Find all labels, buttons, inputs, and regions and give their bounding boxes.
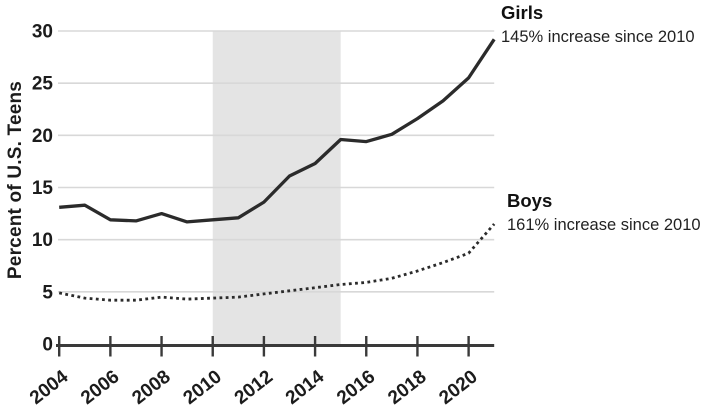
girls-annotation: Girls 145% increase since 2010 (501, 2, 695, 47)
y-tick-label-5: 5 (42, 282, 53, 303)
girls-series-label: Girls (501, 2, 544, 23)
x-tick-label-2016: 2016 (333, 366, 379, 408)
boys-annotation: Boys 161% increase since 2010 (507, 190, 701, 235)
y-tick-label-0: 0 (42, 335, 53, 356)
girls-increase-note: 145% increase since 2010 (501, 28, 695, 46)
x-tick-label-2004: 2004 (26, 366, 73, 408)
x-tick-label-2006: 2006 (77, 366, 123, 408)
y-tick-label-25: 25 (32, 74, 54, 95)
x-tick-label-2010: 2010 (180, 366, 226, 408)
boys-series-label: Boys (507, 190, 553, 211)
x-tick-label-2018: 2018 (384, 366, 430, 408)
x-tick-label-2020: 2020 (435, 366, 481, 408)
y-tick-label-20: 20 (32, 126, 53, 147)
girls-line (59, 38, 496, 224)
boys-increase-note: 161% increase since 2010 (507, 216, 701, 234)
boys-line (58, 223, 496, 302)
x-tick-label-2012: 2012 (231, 366, 277, 408)
y-tick-label-30: 30 (32, 22, 53, 43)
x-tick-label-2014: 2014 (282, 366, 329, 408)
y-tick-label-10: 10 (32, 230, 53, 251)
y-axis-title: Percent of U.S. Teens (5, 80, 26, 280)
y-tick-label-15: 15 (32, 178, 54, 199)
x-tick-label-2008: 2008 (128, 366, 174, 408)
